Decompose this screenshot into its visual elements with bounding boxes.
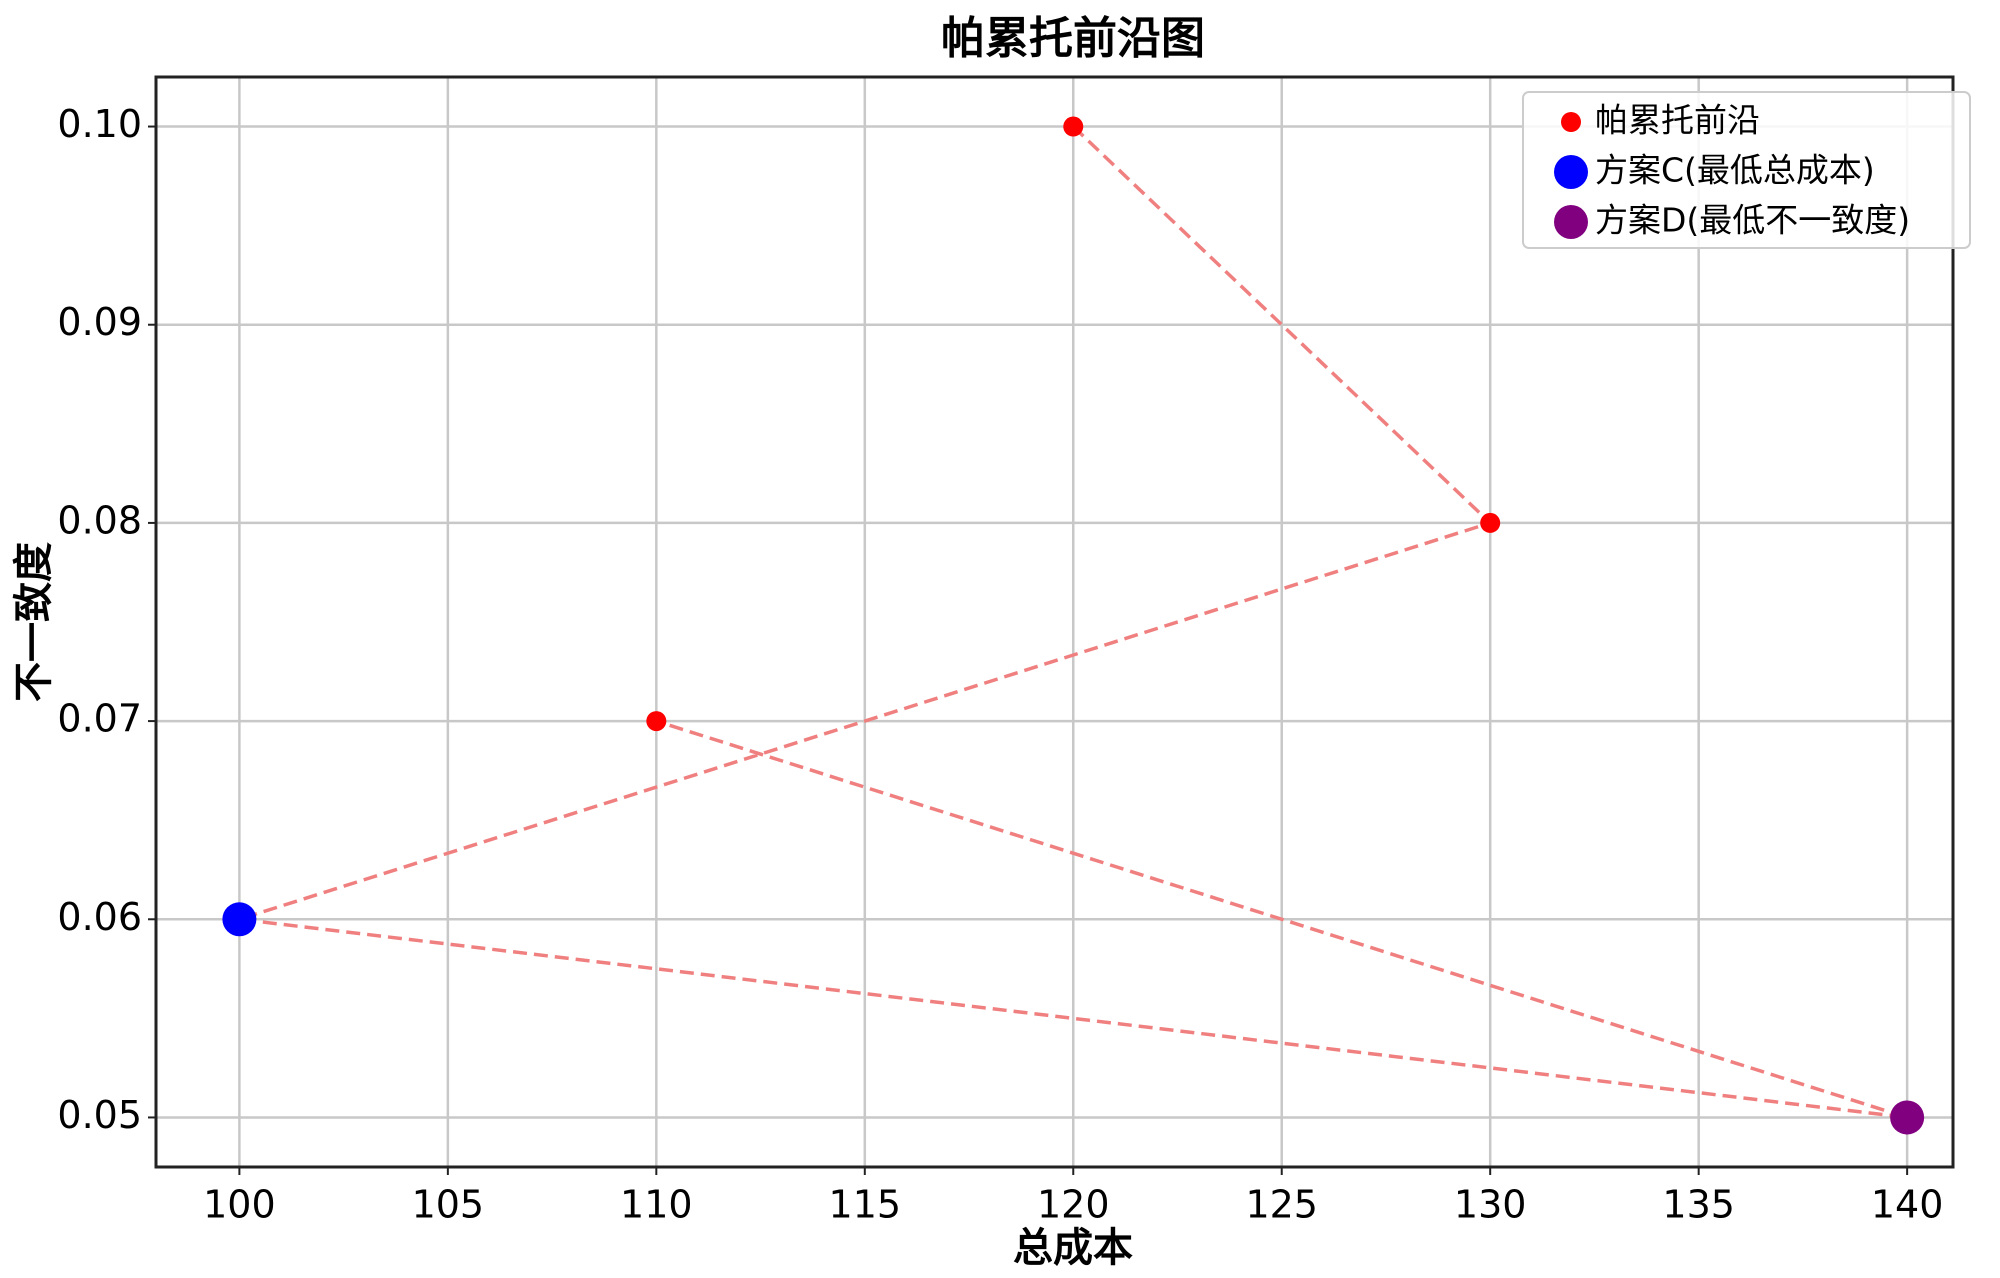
x-tick-label: 100 (203, 1183, 276, 1227)
x-tick-label: 135 (1662, 1183, 1735, 1227)
x-tick-label: 110 (620, 1183, 693, 1227)
legend-marker (1554, 205, 1588, 239)
data-point (646, 711, 667, 732)
x-tick-label: 105 (412, 1183, 485, 1227)
data-point (1480, 512, 1501, 533)
data-point (1890, 1100, 1925, 1135)
chart-title: 帕累托前沿图 (941, 13, 1205, 64)
y-tick-label: 0.10 (57, 102, 142, 146)
connecting-line (238, 125, 1908, 1120)
legend-frame (1522, 91, 1971, 249)
x-tick-label: 125 (1245, 1183, 1318, 1227)
plot-frame (154, 75, 1955, 1169)
legend-label: 帕累托前沿 (1595, 101, 1760, 140)
x-tick-label: 115 (829, 1183, 902, 1227)
y-tick-label: 0.08 (57, 498, 142, 542)
y-axis-label: 不一致度 (11, 542, 57, 702)
x-tick-label: 140 (1871, 1183, 1944, 1227)
y-tick-label: 0.07 (57, 697, 142, 741)
y-tick-label: 0.05 (57, 1093, 142, 1137)
data-point (1063, 116, 1084, 137)
data-point (222, 902, 257, 937)
legend-label: 方案D(最低不一致度) (1595, 201, 1910, 240)
x-tick-label: 130 (1454, 1183, 1527, 1227)
legend-marker (1554, 155, 1588, 189)
y-tick-label: 0.06 (57, 895, 142, 939)
legend-marker (1561, 112, 1581, 132)
y-tick-label: 0.09 (57, 300, 142, 344)
x-axis-label: 总成本 (1013, 1225, 1133, 1271)
legend-label: 方案C(最低总成本) (1595, 151, 1875, 190)
x-tick-label: 120 (1037, 1183, 1110, 1227)
